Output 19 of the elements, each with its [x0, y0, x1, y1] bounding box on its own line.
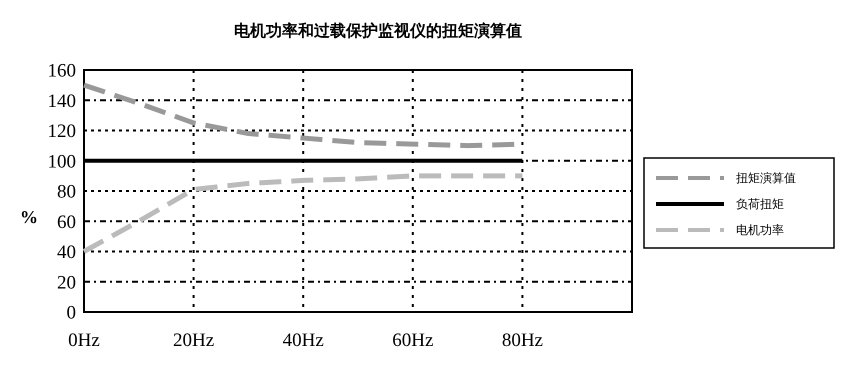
x-tick-label: 20Hz [173, 330, 214, 351]
y-tick-label: 120 [48, 121, 76, 142]
chart-title: 电机功率和过载保护监视仪的扭矩演算值 [234, 21, 522, 40]
x-tick-label: 80Hz [502, 330, 543, 351]
y-tick-label: 100 [48, 151, 76, 172]
y-tick-label: 20 [57, 272, 76, 294]
x-tick-label: 60Hz [392, 330, 434, 351]
x-tick-label: 40Hz [282, 330, 324, 351]
text: 电机功率 [736, 223, 784, 238]
y-tick-label: 80 [57, 182, 76, 203]
y-tick-label: 160 [48, 60, 76, 82]
y-tick-label: 40 [57, 242, 76, 264]
y-axis-title: % [20, 207, 38, 227]
x-tick-label: 0Hz [68, 330, 100, 351]
y-tick-label: 60 [57, 212, 76, 233]
text: 负荷扭矩 [736, 197, 784, 212]
y-tick-label: 0 [66, 302, 76, 324]
text: 扭矩演算值 [736, 171, 796, 186]
y-tick-label: 140 [48, 90, 76, 112]
